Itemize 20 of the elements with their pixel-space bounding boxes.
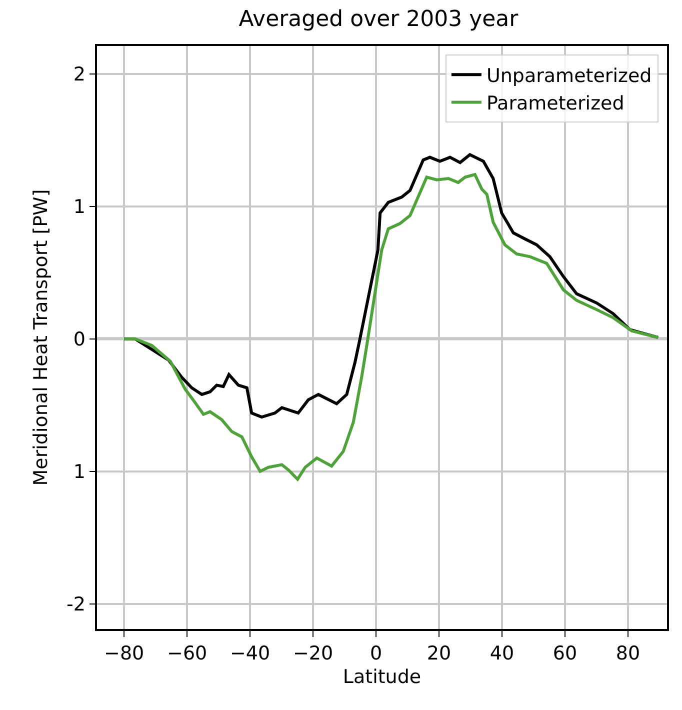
x-tick-label: −60: [167, 642, 208, 665]
chart-title: Averaged over 2003 year: [238, 7, 520, 32]
legend-label: Parameterized: [486, 92, 624, 115]
x-tick-label: −20: [292, 642, 334, 665]
x-tick-label: 0: [370, 642, 382, 665]
x-tick-label: 60: [552, 642, 578, 665]
x-tick-label: 80: [616, 642, 640, 665]
y-tick-label: 1: [73, 196, 86, 218]
y-axis-title: Meridional Heat Transport [PW]: [30, 189, 52, 486]
y-tick-label: 1: [73, 460, 86, 483]
line-series: [122, 173, 660, 481]
legend-label: Unparameterized: [486, 65, 652, 88]
x-tick-label: 20: [426, 642, 452, 665]
x-axis-title: Latitude: [342, 666, 422, 688]
y-tick-label: -2: [66, 593, 86, 616]
x-tick-label: −40: [230, 642, 270, 665]
y-tick-label: 0: [73, 328, 86, 350]
x-tick-label: −80: [104, 642, 144, 665]
y-tick-label: 2: [73, 63, 86, 86]
x-tick-label: 40: [490, 642, 514, 665]
